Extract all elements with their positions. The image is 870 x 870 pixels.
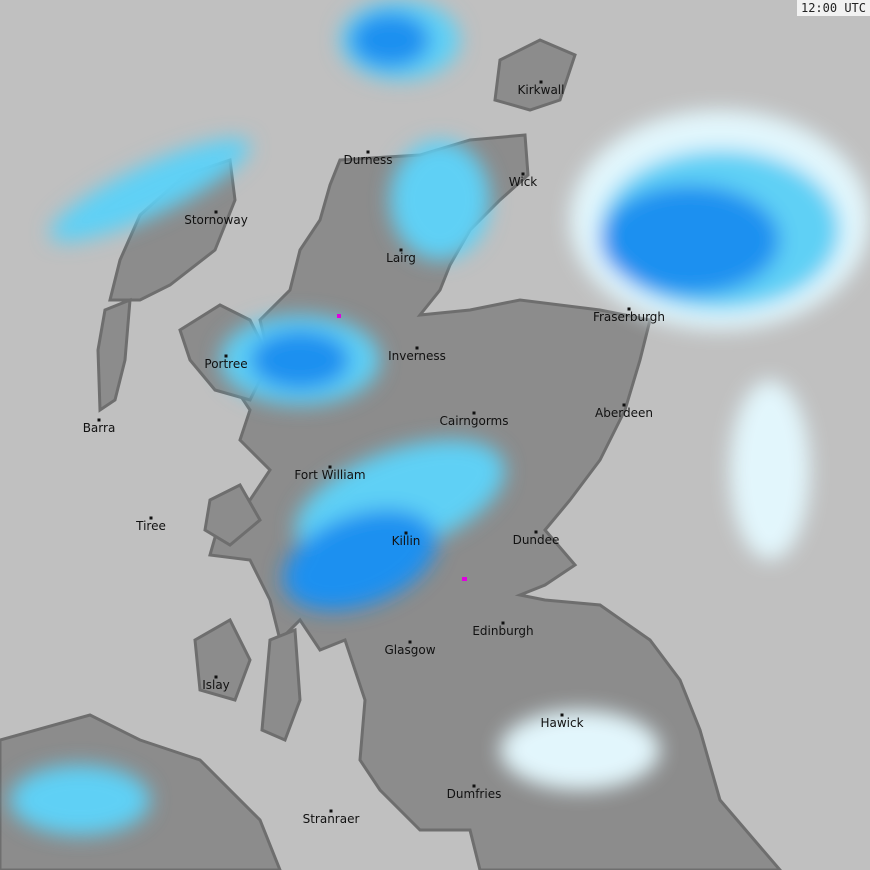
city-label: Tiree: [136, 519, 166, 533]
city-marker: [521, 172, 525, 176]
city-marker: [501, 621, 505, 625]
precipitation: [10, 0, 870, 835]
city-marker: [415, 346, 419, 350]
city-marker: [214, 675, 218, 679]
city-marker: [560, 713, 564, 717]
city-label: Edinburgh: [472, 624, 534, 638]
city-label: Aberdeen: [595, 406, 653, 420]
uists: [96, 297, 132, 413]
city-label: Islay: [202, 678, 230, 692]
city-label: Hawick: [540, 716, 584, 730]
land: [0, 38, 782, 870]
city-label: Inverness: [388, 349, 446, 363]
city-label: Barra: [82, 421, 116, 435]
kintyre: [260, 627, 302, 743]
city-marker: [214, 210, 218, 214]
extreme-precip-cell: [337, 314, 341, 318]
city-label: Glasgow: [384, 643, 436, 657]
city-marker: [404, 531, 408, 535]
city-marker: [329, 809, 333, 813]
city-marker: [627, 307, 631, 311]
city-label: Kirkwall: [517, 83, 565, 97]
city-label: Dundee: [512, 533, 560, 547]
city-label: Stornoway: [184, 213, 248, 227]
mainland-scotland: [208, 133, 782, 870]
city-marker: [224, 354, 228, 358]
city-label: Killin: [391, 534, 421, 548]
city-marker: [408, 640, 412, 644]
city-marker: [399, 248, 403, 252]
city-marker: [534, 530, 538, 534]
city-label: Dumfries: [446, 787, 502, 801]
mull: [203, 483, 262, 547]
extreme-precip-cell: [462, 577, 467, 581]
city-marker: [472, 411, 476, 415]
city-marker: [472, 784, 476, 788]
city-marker: [149, 516, 153, 520]
city-marker: [366, 150, 370, 154]
city-label: Fort William: [294, 468, 366, 482]
city-marker: [539, 80, 543, 84]
city-marker: [97, 418, 101, 422]
city-label: Durness: [343, 153, 393, 167]
city-label: Wick: [508, 175, 538, 189]
islay-jura: [193, 617, 252, 702]
city-marker: [328, 465, 332, 469]
city-label: Fraserburgh: [592, 310, 666, 324]
timestamp-label: 12:00 UTC: [796, 0, 870, 16]
city-label: Lairg: [386, 251, 416, 265]
city-label: Portree: [204, 357, 248, 371]
city-label: Stranraer: [302, 812, 360, 826]
orkney: [493, 38, 577, 112]
city-label: Cairngorms: [439, 414, 509, 428]
city-marker: [622, 403, 626, 407]
